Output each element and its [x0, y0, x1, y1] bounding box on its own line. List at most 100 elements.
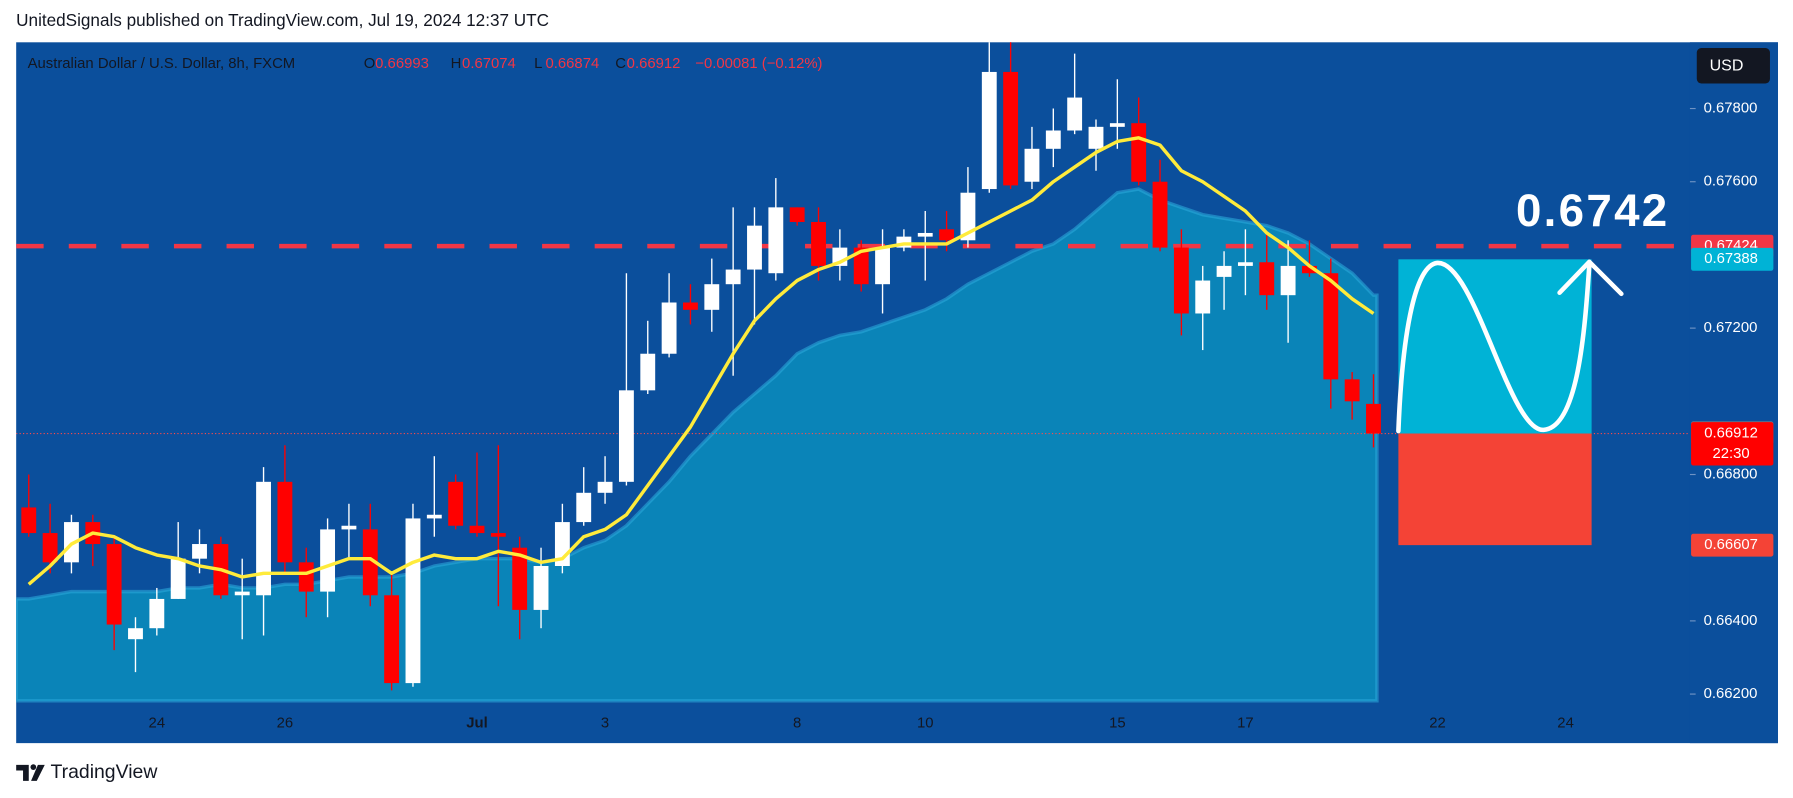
candle-body [362, 529, 378, 596]
candle-body [704, 284, 720, 310]
candle-body [960, 192, 976, 241]
currency-button [1696, 48, 1770, 84]
ohlc-value: 0.66993 [375, 56, 429, 72]
candle-body [1109, 123, 1125, 127]
candle-body [576, 492, 592, 523]
candle-body [426, 514, 442, 519]
candle-body [789, 207, 805, 222]
stop-label: 0.66607 [1704, 537, 1758, 553]
y-tick-label: 0.66200 [1704, 686, 1758, 702]
candle-body [896, 236, 912, 248]
candle-body [875, 247, 890, 285]
logo-shape [31, 764, 45, 781]
candle-body [21, 507, 37, 534]
stop-label-bg [1691, 533, 1774, 557]
candle-body [1003, 71, 1019, 186]
y-tick-label: 0.66800 [1704, 466, 1758, 482]
candle-body [384, 595, 400, 684]
candle-body [1067, 97, 1083, 131]
target-label-bg [1691, 247, 1774, 271]
x-tick-label: Jul [466, 716, 487, 732]
brand-name: TradingView [50, 761, 158, 783]
y-tick-label: 0.67200 [1704, 320, 1758, 336]
x-tick-label: 24 [149, 716, 166, 732]
candle-body [661, 302, 677, 354]
candle-body [1366, 403, 1381, 434]
candle-body [1280, 265, 1296, 296]
x-tick-label: 17 [1237, 716, 1254, 732]
candle-body [448, 481, 464, 526]
candle-body [277, 481, 293, 563]
candle-body [768, 207, 784, 274]
candle-body [1152, 181, 1168, 248]
candle-body [939, 229, 955, 241]
ohlc-letter: H [451, 56, 462, 72]
candle-body [234, 591, 250, 596]
candle-body [1024, 148, 1040, 182]
candle-body [1195, 280, 1211, 314]
change-label: −0.00081 (−0.12%) [695, 56, 822, 72]
candle-body [853, 247, 869, 285]
candle-body [1216, 265, 1232, 277]
y-tick-label: 0.67600 [1704, 174, 1758, 190]
currency-label: USD [1710, 58, 1744, 75]
candle-body [128, 628, 143, 640]
candle-body [405, 518, 421, 684]
candle-body [811, 221, 826, 266]
brand-logo [16, 764, 45, 781]
candle-body [42, 533, 58, 563]
candle-body [747, 225, 762, 270]
candle-body [1045, 130, 1061, 149]
candle-body [490, 533, 506, 537]
candle-body [1173, 247, 1189, 314]
candle-body [1302, 265, 1317, 274]
candle-body [298, 562, 314, 592]
ohlc-value: 0.66874 [546, 56, 600, 72]
candle-body [320, 529, 336, 592]
candle-body [1259, 262, 1275, 296]
ohlc-letter: O [364, 56, 376, 72]
candle-body [533, 565, 549, 610]
countdown: 22:30 [1712, 446, 1749, 462]
candle-body [170, 558, 186, 599]
y-tick-label: 0.66400 [1704, 613, 1758, 629]
price-axis [1689, 42, 1778, 744]
candle-body [1344, 379, 1360, 402]
ma-line [27, 136, 1375, 586]
candle-body [1131, 123, 1147, 182]
candle-body [1237, 262, 1253, 266]
target-label: 0.67388 [1704, 251, 1758, 267]
ohlc-letter: L [534, 56, 542, 72]
candle-body [618, 390, 634, 482]
candle-body [1088, 126, 1104, 149]
x-tick-label: 10 [917, 716, 934, 732]
candle-body [917, 232, 933, 237]
last-price-label-bg [1691, 422, 1774, 466]
x-tick-label: 24 [1557, 716, 1574, 732]
position-stop [1398, 433, 1592, 546]
x-tick-label: 8 [793, 716, 801, 732]
candle-body [341, 525, 357, 530]
x-tick-label: 26 [277, 716, 294, 732]
publish-header: UnitedSignals published on TradingView.c… [16, 10, 549, 30]
last-price-label: 0.66912 [1704, 425, 1758, 441]
ohlc-letter: C [615, 56, 626, 72]
ohlc-value: 0.66912 [627, 56, 681, 72]
candle-body [256, 481, 271, 596]
x-tick-label: 15 [1109, 716, 1126, 732]
candle-body [640, 353, 656, 391]
candle-body [512, 547, 528, 610]
logo-shape [16, 764, 29, 781]
symbol-label: Australian Dollar / U.S. Dollar, 8h, FXC… [28, 56, 296, 72]
annotation: 0.6742 [1516, 185, 1670, 236]
plot-area [16, 42, 1690, 703]
candle-body [149, 598, 165, 629]
candle-body [597, 481, 613, 493]
logo-dot [30, 764, 37, 770]
cloud-area [16, 187, 1379, 703]
position-target [1398, 259, 1592, 434]
x-tick-label: 22 [1429, 716, 1446, 732]
candle-body [683, 302, 698, 310]
